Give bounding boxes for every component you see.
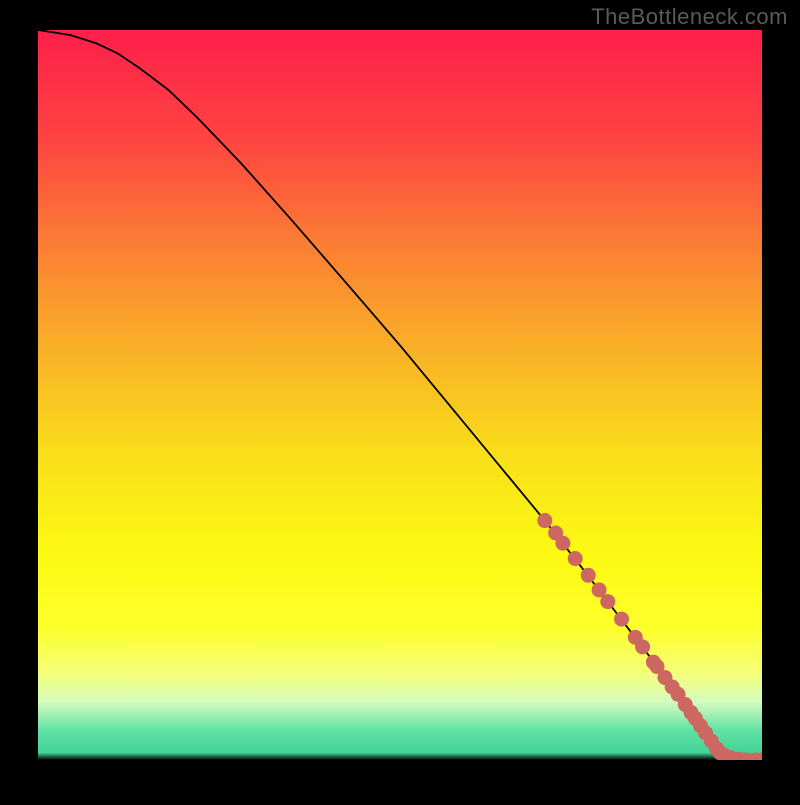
data-marker [555,536,570,551]
gradient-background [38,30,762,760]
data-marker [600,594,615,609]
data-marker [537,513,552,528]
bottleneck-chart: TheBottleneck.com [0,0,800,800]
data-marker [635,639,650,654]
data-marker [568,551,583,566]
data-marker [755,753,770,768]
data-marker [614,612,629,627]
watermark-text: TheBottleneck.com [591,4,788,30]
chart-svg [0,0,800,800]
data-marker [581,568,596,583]
